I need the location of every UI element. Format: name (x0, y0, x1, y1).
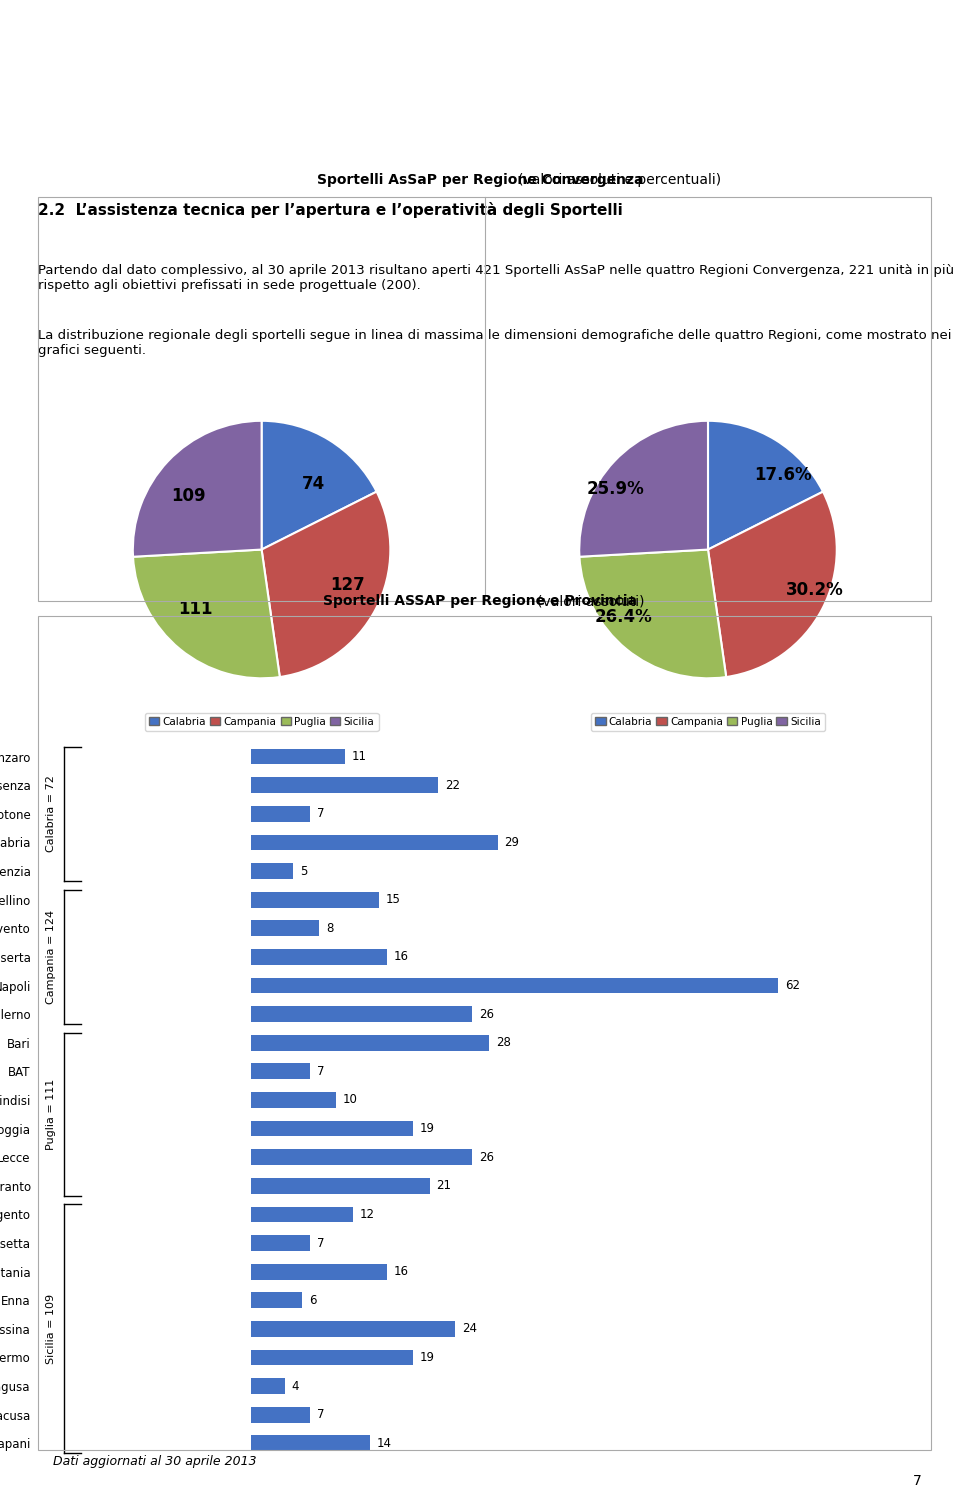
Text: 109: 109 (171, 487, 205, 505)
Text: 28: 28 (496, 1036, 511, 1049)
Text: Puglia = 111: Puglia = 111 (46, 1078, 56, 1150)
Text: 111: 111 (179, 601, 212, 619)
Bar (251, 1206, 353, 1223)
Bar (251, 1063, 310, 1079)
Text: 6: 6 (309, 1293, 316, 1307)
Text: 21: 21 (437, 1180, 451, 1193)
Text: 26.4%: 26.4% (595, 608, 653, 626)
Text: 26: 26 (479, 1008, 493, 1021)
Text: 4: 4 (292, 1380, 300, 1392)
Text: 8: 8 (325, 922, 333, 934)
Text: 5: 5 (300, 864, 307, 878)
Wedge shape (132, 420, 262, 556)
Legend: Calabria, Campania, Puglia, Sicilia: Calabria, Campania, Puglia, Sicilia (145, 713, 378, 731)
Bar (251, 1178, 429, 1193)
Bar (251, 949, 387, 964)
Bar (251, 1435, 370, 1452)
Bar (251, 1121, 413, 1136)
Text: 7: 7 (318, 1408, 324, 1422)
Wedge shape (580, 550, 726, 679)
Bar (251, 1350, 413, 1365)
Text: 14: 14 (377, 1437, 392, 1450)
Text: (valori assoluti e percentuali): (valori assoluti e percentuali) (517, 173, 721, 187)
Bar (251, 863, 294, 879)
Text: 74: 74 (302, 475, 325, 493)
Wedge shape (261, 420, 376, 550)
Bar (251, 1091, 336, 1108)
Text: Sportelli ASSAP per Regione e Provincia: Sportelli ASSAP per Regione e Provincia (323, 595, 637, 608)
Bar (251, 978, 779, 993)
Wedge shape (261, 492, 391, 677)
Wedge shape (708, 420, 823, 550)
Bar (251, 1150, 472, 1165)
Text: 127: 127 (330, 576, 365, 595)
Bar (251, 893, 378, 907)
Bar (251, 1322, 455, 1337)
Text: 17.6%: 17.6% (754, 466, 811, 484)
Text: 22: 22 (444, 779, 460, 792)
Text: (valori assoluti): (valori assoluti) (537, 595, 644, 608)
Wedge shape (708, 492, 837, 677)
Text: 11: 11 (351, 750, 367, 762)
Text: 7: 7 (318, 1236, 324, 1250)
Text: 15: 15 (385, 893, 400, 906)
Bar (251, 834, 497, 851)
Text: Sportelli AsSaP per Regione Convergenza: Sportelli AsSaP per Regione Convergenza (317, 173, 643, 187)
Legend: Calabria, Campania, Puglia, Sicilia: Calabria, Campania, Puglia, Sicilia (591, 713, 825, 731)
Bar (251, 1263, 387, 1280)
Text: Campania = 124: Campania = 124 (46, 910, 56, 1005)
Wedge shape (579, 420, 708, 556)
Text: 7: 7 (318, 1064, 324, 1078)
Text: 29: 29 (504, 836, 519, 849)
Bar (251, 921, 319, 936)
Text: 25.9%: 25.9% (587, 480, 644, 498)
Text: 24: 24 (462, 1323, 477, 1335)
Text: 19: 19 (420, 1123, 434, 1135)
Text: 19: 19 (420, 1351, 434, 1363)
Bar (251, 1292, 302, 1308)
Text: 12: 12 (360, 1208, 374, 1221)
Text: Dati aggiornati al 30 aprile 2013: Dati aggiornati al 30 aprile 2013 (53, 1455, 256, 1468)
Text: 16: 16 (394, 951, 409, 963)
Text: 16: 16 (394, 1265, 409, 1278)
Bar (251, 1035, 489, 1051)
Text: La distribuzione regionale degli sportelli segue in linea di massima le dimensio: La distribuzione regionale degli sportel… (38, 329, 952, 357)
Text: 62: 62 (785, 979, 800, 993)
Bar (251, 806, 310, 822)
Bar (251, 1006, 472, 1023)
Text: Sicilia = 109: Sicilia = 109 (46, 1293, 56, 1363)
Bar (251, 1378, 285, 1393)
Bar (251, 749, 345, 764)
Bar (251, 777, 438, 792)
Text: 30.2%: 30.2% (785, 582, 843, 599)
Text: 10: 10 (343, 1093, 358, 1106)
Text: 7: 7 (913, 1474, 922, 1488)
Wedge shape (133, 550, 279, 679)
Text: 26: 26 (479, 1151, 493, 1163)
Text: Partendo dal dato complessivo, al 30 aprile 2013 risultano aperti 421 Sportelli : Partendo dal dato complessivo, al 30 apr… (38, 263, 954, 292)
Bar (251, 1235, 310, 1251)
Text: 2.2  L’assistenza tecnica per l’apertura e l’operatività degli Sportelli: 2.2 L’assistenza tecnica per l’apertura … (38, 202, 623, 218)
Text: 7: 7 (318, 807, 324, 821)
Text: Calabria = 72: Calabria = 72 (46, 776, 56, 852)
Bar (251, 1407, 310, 1423)
